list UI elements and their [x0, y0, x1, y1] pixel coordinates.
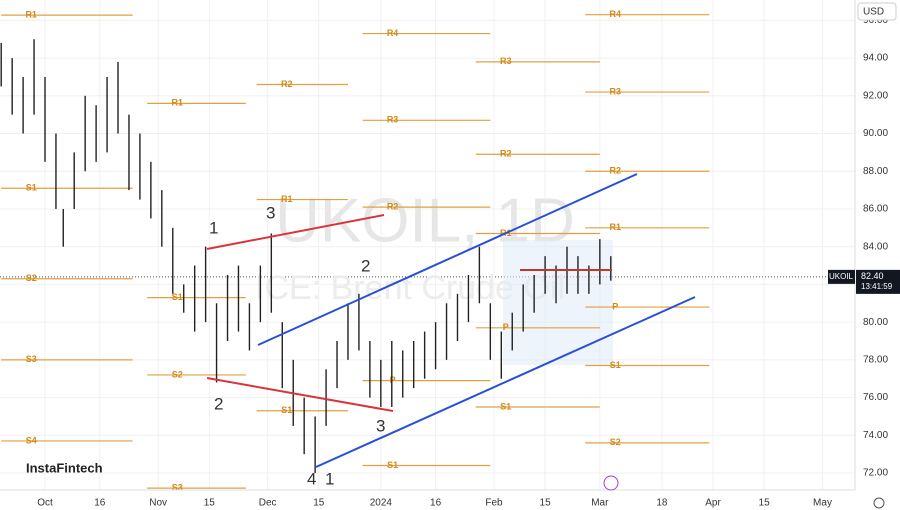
pivot-label: S2	[610, 437, 621, 447]
pivot-label: R3	[609, 86, 621, 96]
pivot-label: R2	[387, 201, 399, 211]
pivot-label: R1	[609, 222, 621, 232]
wave-label: 2	[361, 256, 370, 275]
y-tick-label: 80.00	[863, 317, 888, 328]
pivot-label: R1	[281, 194, 293, 204]
symbol-tag	[828, 269, 855, 284]
x-tick-label: 16	[430, 498, 442, 509]
countdown-label: 13:41:59	[861, 282, 893, 291]
pivot-label: R1	[25, 9, 37, 19]
wave-label: 1	[209, 218, 218, 237]
settings-icon[interactable]	[873, 497, 885, 509]
y-tick-label: 76.00	[863, 392, 888, 403]
x-tick-label: Nov	[149, 498, 167, 509]
x-tick-label: Mar	[591, 498, 609, 509]
wave-label: 3	[376, 416, 385, 435]
trend-line-red	[206, 377, 394, 412]
pivot-label: S4	[26, 435, 37, 445]
pivot-label: P	[503, 322, 509, 332]
last-price-label: 82.40	[861, 271, 884, 281]
y-tick-label: 74.00	[863, 430, 888, 441]
price-axis	[855, 0, 900, 510]
pivot-label: R4	[387, 28, 399, 38]
currency-label[interactable]: USD	[863, 7, 884, 18]
x-tick-label: 15	[313, 498, 325, 509]
x-tick-label: Oct	[37, 498, 53, 509]
wave-label: 1	[325, 469, 334, 488]
pivot-label: S2	[26, 273, 37, 283]
price-tag	[856, 269, 900, 294]
brand-logo: InstaFintech	[26, 460, 103, 475]
x-tick-label: 2024	[370, 498, 393, 509]
pivot-label: S1	[172, 292, 183, 302]
volume-profile-area	[503, 240, 613, 365]
wave-label: 2	[214, 394, 223, 413]
x-tick-label: Dec	[259, 498, 277, 509]
pivot-label: R2	[500, 149, 512, 159]
y-tick-label: 94.00	[863, 53, 888, 64]
y-tick-label: 90.00	[863, 128, 888, 139]
x-tick-label: 18	[656, 498, 668, 509]
channel-lower	[315, 296, 696, 468]
y-tick-label: 84.00	[863, 241, 888, 252]
pivot-label: S3	[26, 354, 37, 364]
pivot-levels: R1 S1 S2 S3 S4 R1 S1 S2 S3 R2 R1 S1 R4 R3 R2 P S1 R3 R2 R1 P…	[1, 9, 710, 492]
pivot-label: R2	[281, 79, 293, 89]
x-tick-label: 15	[540, 498, 552, 509]
pivot-label: R3	[387, 115, 399, 125]
x-tick-label: 16	[94, 498, 106, 509]
x-tick-label: 15	[204, 498, 216, 509]
pivot-label: R4	[609, 9, 621, 19]
pivot-label: S1	[387, 460, 398, 470]
x-tick-label: May	[813, 498, 832, 509]
pivot-label: S1	[610, 360, 621, 370]
y-tick-label: 88.00	[863, 166, 888, 177]
pivot-label: R2	[609, 166, 621, 176]
axes: 72.0074.0076.0078.0080.0082.0084.0086.00…	[37, 15, 900, 509]
event-icon[interactable]	[603, 475, 619, 491]
pivot-label: R3	[500, 56, 512, 66]
wave-label: 3	[266, 203, 275, 222]
trend-line-red	[206, 214, 385, 250]
pivot-label: S1	[26, 183, 37, 193]
y-tick-label: 96.00	[863, 15, 888, 26]
pivot-label: S1	[500, 401, 511, 411]
symbol-label: UKOIL	[829, 272, 854, 281]
pivot-label: S1	[281, 405, 292, 415]
currency-select[interactable]	[857, 2, 897, 21]
y-tick-label: 72.00	[863, 468, 888, 479]
x-tick-label: Apr	[705, 498, 721, 509]
pivot-label: S3	[172, 482, 183, 492]
channel-upper	[257, 173, 638, 346]
pivot-label: S2	[172, 369, 183, 379]
wave-label: 4	[307, 469, 316, 488]
pivot-label: P	[390, 375, 396, 385]
y-tick-label: 86.00	[863, 204, 888, 215]
x-tick-label: 15	[759, 498, 771, 509]
x-tick-label: Feb	[485, 498, 503, 509]
pivot-label: R1	[171, 98, 183, 108]
pivot-label: P	[612, 301, 618, 311]
y-tick-label: 78.00	[863, 355, 888, 366]
y-tick-label: 92.00	[863, 90, 888, 101]
